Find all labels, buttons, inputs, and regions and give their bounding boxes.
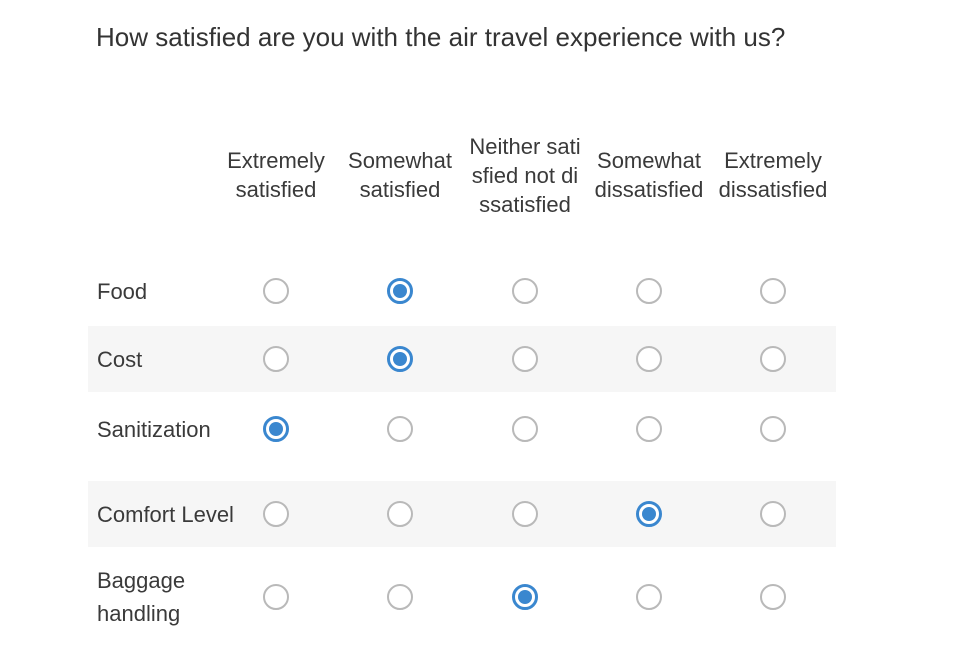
radio-cost-somewhat-satisfied[interactable] xyxy=(387,346,413,372)
radio-sanitization-extremely-satisfied[interactable] xyxy=(263,416,289,442)
radio-sanitization-somewhat-satisfied[interactable] xyxy=(387,416,413,442)
row-label-cost: Cost xyxy=(97,346,143,372)
column-header-extremely-dissatisfied: Extremely dissatisfied xyxy=(718,148,828,202)
radio-sanitization-extremely-dissatisfied[interactable] xyxy=(760,416,786,442)
column-header-extremely-satisfied: Extremely satisfied xyxy=(227,148,325,202)
matrix-row-baggage-handling: Baggage handling xyxy=(88,564,836,630)
row-label-sanitization: Sanitization xyxy=(97,416,211,442)
radio-comfort-somewhat-satisfied[interactable] xyxy=(387,501,413,527)
radio-comfort-somewhat-dissatisfied[interactable] xyxy=(636,501,662,527)
radio-food-somewhat-dissatisfied[interactable] xyxy=(636,278,662,304)
radio-baggage-somewhat-satisfied[interactable] xyxy=(387,584,413,610)
radio-baggage-somewhat-dissatisfied[interactable] xyxy=(636,584,662,610)
row-label-baggage-handling: Baggage handling xyxy=(97,568,186,626)
radio-cost-extremely-satisfied[interactable] xyxy=(263,346,289,372)
radio-food-extremely-satisfied[interactable] xyxy=(263,278,289,304)
column-header-somewhat-dissatisfied: Somewhat dissatisfied xyxy=(594,148,704,202)
matrix-row-cost: Cost xyxy=(88,326,836,392)
radio-sanitization-somewhat-dissatisfied[interactable] xyxy=(636,416,662,442)
radio-food-neither[interactable] xyxy=(512,278,538,304)
radio-baggage-extremely-dissatisfied[interactable] xyxy=(760,584,786,610)
column-header-somewhat-satisfied: Somewhat satisfied xyxy=(348,148,452,202)
matrix-row-comfort-level: Comfort Level xyxy=(88,481,836,547)
radio-cost-somewhat-dissatisfied[interactable] xyxy=(636,346,662,372)
radio-cost-neither[interactable] xyxy=(512,346,538,372)
column-header-neither: Neither satisfied not dissatisfied xyxy=(469,133,581,217)
radio-food-somewhat-satisfied[interactable] xyxy=(387,278,413,304)
radio-comfort-extremely-dissatisfied[interactable] xyxy=(760,501,786,527)
question-title: How satisfied are you with the air trave… xyxy=(96,22,786,52)
radio-sanitization-neither[interactable] xyxy=(512,416,538,442)
radio-comfort-neither[interactable] xyxy=(512,501,538,527)
column-header-row: Extremely satisfied Somewhat satisfied N… xyxy=(88,100,836,250)
matrix-row-sanitization: Sanitization xyxy=(88,396,836,462)
row-label-food: Food xyxy=(97,278,148,304)
radio-comfort-extremely-satisfied[interactable] xyxy=(263,501,289,527)
radio-cost-extremely-dissatisfied[interactable] xyxy=(760,346,786,372)
row-label-comfort-level: Comfort Level xyxy=(97,501,234,527)
radio-baggage-neither[interactable] xyxy=(512,584,538,610)
radio-food-extremely-dissatisfied[interactable] xyxy=(760,278,786,304)
matrix-row-food: Food xyxy=(88,258,836,324)
radio-baggage-extremely-satisfied[interactable] xyxy=(263,584,289,610)
